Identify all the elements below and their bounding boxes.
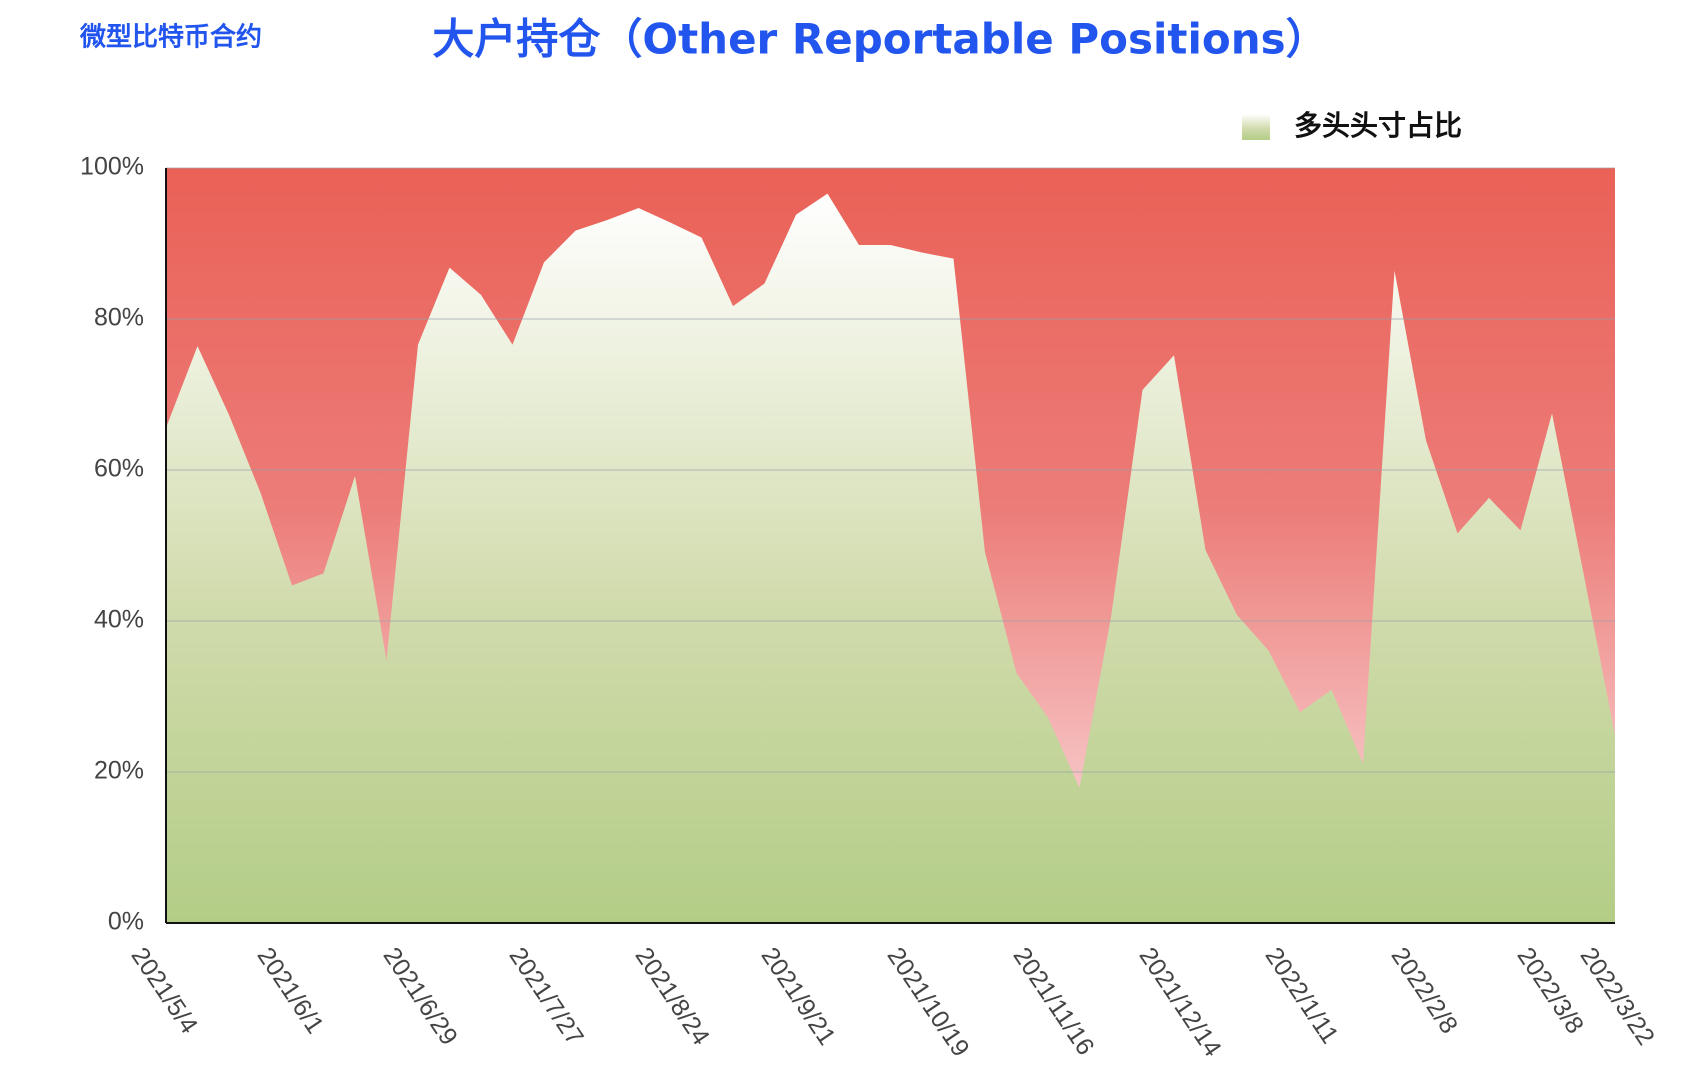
x-tick-label: 2021/5/4 [126, 942, 204, 1038]
x-tick-label: 2021/8/24 [630, 942, 715, 1050]
y-tick-label: 40% [94, 606, 144, 634]
x-tick-label: 2021/7/27 [504, 942, 589, 1050]
chart-title: 大户持仓（Other Reportable Positions） [432, 15, 1327, 64]
x-tick-label: 2022/2/8 [1386, 942, 1464, 1038]
x-tick-label: 2021/9/21 [756, 942, 841, 1050]
x-tick-label: 2021/6/29 [378, 942, 463, 1050]
y-tick-label: 20% [94, 757, 144, 785]
y-tick-label: 0% [108, 908, 144, 936]
x-tick-label: 2021/10/19 [882, 942, 975, 1061]
legend-label: 多头头寸占比 [1294, 109, 1462, 142]
y-tick-label: 60% [94, 455, 144, 483]
x-tick-label: 2021/11/16 [1008, 942, 1100, 1060]
x-tick-label: 2021/12/14 [1134, 942, 1227, 1061]
area [166, 193, 1615, 924]
y-tick-label: 100% [80, 153, 144, 181]
x-tick-label: 2021/6/1 [252, 942, 330, 1038]
x-tick-label: 2022/3/22 [1575, 942, 1660, 1050]
y-tick-label: 80% [94, 304, 144, 332]
x-tick-label: 2022/1/11 [1260, 942, 1344, 1048]
legend-swatch [1242, 114, 1270, 140]
chart-subtitle: 微型比特币合约 [79, 22, 262, 53]
